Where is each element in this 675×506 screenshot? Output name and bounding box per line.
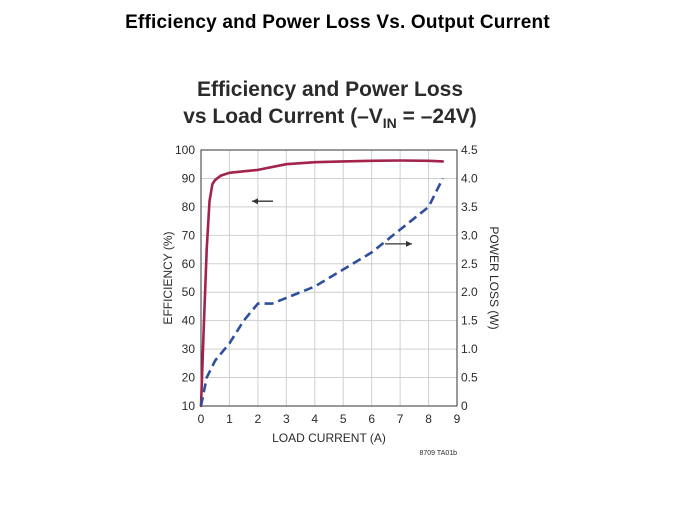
y-right-tick-label: 2.5 <box>461 257 478 271</box>
x-tick-label: 0 <box>198 412 205 426</box>
chart-title-line-2: vs Load Current (–VIN = –24V) <box>183 105 477 131</box>
series-arrows <box>252 198 412 247</box>
y-left-tick-label: 80 <box>182 200 196 214</box>
y-left-tick-label: 100 <box>175 143 195 157</box>
y-axis-right-label: POWER LOSS (W) <box>487 226 501 329</box>
x-tick-label: 1 <box>226 412 233 426</box>
x-tick-label: 4 <box>311 412 318 426</box>
y-right-tick-label: 1.0 <box>461 342 478 356</box>
y-left-tick-label: 40 <box>182 314 196 328</box>
y-right-tick-label: 0 <box>461 399 468 413</box>
x-tick-label: 9 <box>454 412 461 426</box>
x-axis-label: LOAD CURRENT (A) <box>272 431 386 445</box>
power-loss-axis-arrow-icon <box>385 240 412 247</box>
y-left-tick-label: 50 <box>182 285 196 299</box>
y-left-tick-label: 20 <box>182 371 196 385</box>
y-right-tick-label: 3.5 <box>461 200 478 214</box>
page-title: Efficiency and Power Loss Vs. Output Cur… <box>125 12 550 33</box>
y-right-tick-label: 3.0 <box>461 228 478 242</box>
y-left-tick-label: 30 <box>182 342 196 356</box>
efficiency-axis-arrow-icon <box>252 198 273 205</box>
x-tick-label: 8 <box>425 412 432 426</box>
y-left-tick-label: 60 <box>182 257 196 271</box>
y-right-tick-label: 4.5 <box>461 143 478 157</box>
series-line-efficiency <box>199 159 445 408</box>
x-tick-label: 6 <box>368 412 375 426</box>
y-right-tick-label: 2.0 <box>461 285 478 299</box>
y-right-tick-label: 4.0 <box>461 171 478 185</box>
x-tick-label: 2 <box>255 412 262 426</box>
x-tick-label: 5 <box>340 412 347 426</box>
plot-frame <box>200 149 458 407</box>
y-left-tick-label: 90 <box>182 171 196 185</box>
y-left-tick-label: 70 <box>182 228 196 242</box>
x-tick-label: 7 <box>397 412 404 426</box>
figure-footnote: 8709 TA01b <box>420 450 458 457</box>
y-axis-left-label: EFFICIENCY (%) <box>161 231 175 324</box>
chart-title-line-1: Efficiency and Power Loss <box>197 78 463 101</box>
y-left-tick-label: 10 <box>182 399 196 413</box>
y-right-tick-label: 0.5 <box>461 371 478 385</box>
x-tick-label: 3 <box>283 412 290 426</box>
y-right-tick-label: 1.5 <box>461 314 478 328</box>
series-line-power_loss <box>199 177 444 407</box>
